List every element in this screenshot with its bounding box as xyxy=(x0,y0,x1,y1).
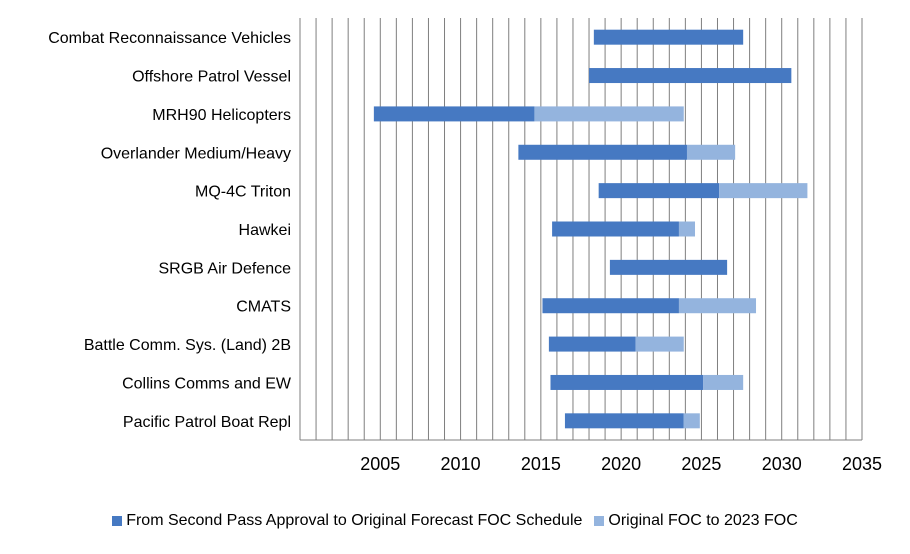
category-label: Combat Reconnaissance Vehicles xyxy=(48,30,291,47)
category-label: Overlander Medium/Heavy xyxy=(101,145,291,162)
legend-item-series-2: Original FOC to 2023 FOC xyxy=(594,512,798,530)
bar-series-2 xyxy=(534,106,684,122)
bar-series-1 xyxy=(609,259,728,275)
bar-series-1 xyxy=(589,68,792,84)
category-label: Pacific Patrol Boat Repl xyxy=(123,414,291,431)
category-label: Offshore Patrol Vessel xyxy=(132,69,291,86)
category-label: MRH90 Helicopters xyxy=(152,107,291,124)
bar-series-2 xyxy=(678,221,696,237)
bars xyxy=(373,29,808,429)
x-tick-label: 2035 xyxy=(842,454,882,474)
bar-series-1 xyxy=(593,29,744,45)
category-label: MQ-4C Triton xyxy=(195,184,291,201)
x-tick-label: 2015 xyxy=(521,454,561,474)
legend-swatch-series-1 xyxy=(112,516,123,526)
x-axis-ticks: 2005 2010 2015 2020 2025 2030 2035 xyxy=(360,454,882,474)
bar-series-1 xyxy=(550,374,704,390)
category-labels: Combat Reconnaissance Vehicles Offshore P… xyxy=(48,30,292,431)
legend-label-series-2: Original FOC to 2023 FOC xyxy=(608,512,798,529)
category-label: Battle Comm. Sys. (Land) 2B xyxy=(84,337,291,354)
bar-series-2 xyxy=(719,183,808,199)
bar-series-2 xyxy=(683,413,700,429)
bar-series-2 xyxy=(686,144,736,160)
x-tick-label: 2020 xyxy=(601,454,641,474)
bar-series-2 xyxy=(635,336,684,352)
legend: From Second Pass Approval to Original Fo… xyxy=(0,512,910,530)
legend-item-series-1: From Second Pass Approval to Original Fo… xyxy=(112,512,582,530)
bar-series-1 xyxy=(564,413,684,429)
bar-series-1 xyxy=(518,144,687,160)
bar-series-1 xyxy=(542,298,679,314)
bar-series-1 xyxy=(552,221,679,237)
category-label: Collins Comms and EW xyxy=(122,375,292,392)
bar-series-2 xyxy=(703,374,744,390)
bar-series-2 xyxy=(678,298,757,314)
category-label: Hawkei xyxy=(239,222,291,239)
bar-series-1 xyxy=(373,106,535,122)
x-tick-label: 2030 xyxy=(762,454,802,474)
x-tick-label: 2010 xyxy=(441,454,481,474)
legend-swatch-series-2 xyxy=(594,516,605,526)
bar-series-1 xyxy=(548,336,636,352)
x-tick-label: 2005 xyxy=(360,454,400,474)
category-label: CMATS xyxy=(236,299,291,316)
bar-series-1 xyxy=(598,183,720,199)
x-tick-label: 2025 xyxy=(681,454,721,474)
category-label: SRGB Air Defence xyxy=(159,260,292,277)
legend-label-series-1: From Second Pass Approval to Original Fo… xyxy=(126,512,583,529)
